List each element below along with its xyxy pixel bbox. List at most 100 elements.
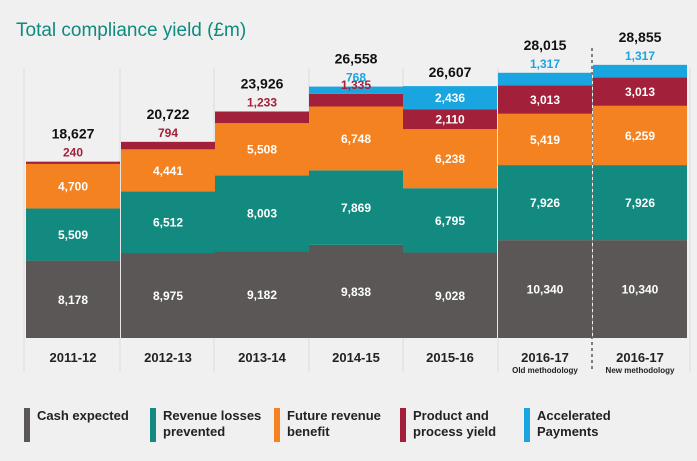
total-label: 28,015	[524, 37, 567, 53]
legend-swatch	[524, 408, 530, 442]
x-tick-note: New methodology	[606, 366, 675, 375]
legend-swatch	[150, 408, 156, 442]
segment-label: 5,508	[247, 143, 277, 157]
bar-segment	[26, 208, 120, 261]
x-tick-label: 2016-17	[616, 350, 664, 365]
segment-label: 8,975	[153, 289, 183, 303]
bar-segment	[215, 111, 309, 124]
bar-segment	[215, 251, 309, 338]
legend-label: Payments	[537, 424, 598, 439]
legend-swatch	[400, 408, 406, 442]
bar-segment	[403, 109, 497, 130]
segment-label: 8,178	[58, 293, 88, 307]
segment-label: 2,436	[435, 91, 465, 105]
segment-label: 9,838	[341, 285, 371, 299]
bar-segment	[498, 165, 592, 241]
x-tick-label: 2015-16	[426, 350, 474, 365]
legend-swatch	[24, 408, 30, 442]
bar-segment	[309, 106, 403, 171]
segment-label: 1,335	[341, 78, 371, 92]
bar-segment	[403, 129, 497, 189]
bar-segment	[26, 163, 120, 209]
x-tick-label: 2011-12	[50, 350, 97, 365]
segment-label: 7,869	[341, 201, 371, 215]
bar-segment	[403, 188, 497, 253]
total-label: 23,926	[241, 76, 284, 92]
bar-segment	[593, 64, 687, 78]
x-tick-label: 2012-13	[144, 350, 192, 365]
bar-segment	[121, 141, 215, 150]
legend-label: prevented	[163, 424, 225, 439]
bars-layer	[26, 64, 687, 338]
bar-segment	[121, 149, 215, 192]
segment-label: 7,926	[625, 196, 655, 210]
bar-segment	[593, 240, 687, 338]
bar-segment	[215, 175, 309, 252]
segment-label: 6,512	[153, 216, 183, 230]
segment-label: 4,441	[153, 164, 183, 178]
bar-segment	[26, 260, 120, 338]
x-tick-note: Old methodology	[512, 366, 578, 375]
segment-label: 6,795	[435, 214, 465, 228]
labels-layer: 8,178 5,509 4,700 240 18,627 2011-12 8,975 6,51…	[50, 29, 675, 375]
legend-label: Future revenue	[287, 408, 381, 423]
total-label: 18,627	[52, 126, 95, 142]
segment-label: 6,259	[625, 129, 655, 143]
segment-label: 1,317	[625, 49, 655, 63]
segment-label: 1,233	[247, 96, 277, 110]
segment-label: 5,419	[530, 133, 560, 147]
segment-label: 794	[158, 126, 178, 140]
bar-segment	[121, 191, 215, 254]
segment-label: 4,700	[58, 180, 88, 194]
bar-segment	[215, 123, 309, 176]
chart-title: Total compliance yield (£m)	[16, 20, 246, 41]
legend-label: Accelerated	[537, 408, 611, 423]
bar-segment	[593, 77, 687, 106]
segment-label: 6,748	[341, 132, 371, 146]
bar-segment	[121, 253, 215, 338]
bar-segment	[309, 244, 403, 338]
x-tick-label: 2014-15	[332, 350, 380, 365]
x-tick-label: 2013-14	[238, 350, 286, 365]
segment-label: 5,509	[58, 228, 88, 242]
segment-label: 9,182	[247, 288, 277, 302]
bar-segment	[498, 85, 592, 114]
bar-segment	[498, 240, 592, 338]
bar-segment	[403, 86, 497, 110]
total-label: 20,722	[147, 106, 190, 122]
segment-label: 240	[63, 146, 83, 160]
total-label: 28,855	[619, 29, 662, 45]
total-label: 26,607	[429, 64, 472, 80]
bar-segment	[593, 105, 687, 166]
segment-label: 10,340	[622, 283, 659, 297]
bar-segment	[593, 165, 687, 241]
segment-label: 2,110	[435, 113, 465, 127]
legend-label: process yield	[413, 424, 496, 439]
bar-segment	[498, 113, 592, 166]
segment-label: 768	[346, 71, 366, 85]
bar-segment	[309, 86, 403, 94]
legend-swatch	[274, 408, 280, 442]
segment-label: 1,317	[530, 57, 560, 71]
legend-label: Cash expected	[37, 408, 129, 423]
bar-segment	[309, 93, 403, 107]
segment-label: 6,238	[435, 152, 465, 166]
legend-item: Cash expected	[24, 408, 129, 442]
segment-label: 9,028	[435, 289, 465, 303]
segment-label: 8,003	[247, 207, 277, 221]
bar-segment	[403, 252, 497, 338]
legend-label: benefit	[287, 424, 330, 439]
x-tick-label: 2016-17	[521, 350, 569, 365]
bar-segment	[309, 170, 403, 245]
bar-segment	[498, 72, 592, 86]
legend-label: Product and	[413, 408, 489, 423]
legend-label: Revenue losses	[163, 408, 261, 423]
bar-segment	[26, 161, 120, 164]
